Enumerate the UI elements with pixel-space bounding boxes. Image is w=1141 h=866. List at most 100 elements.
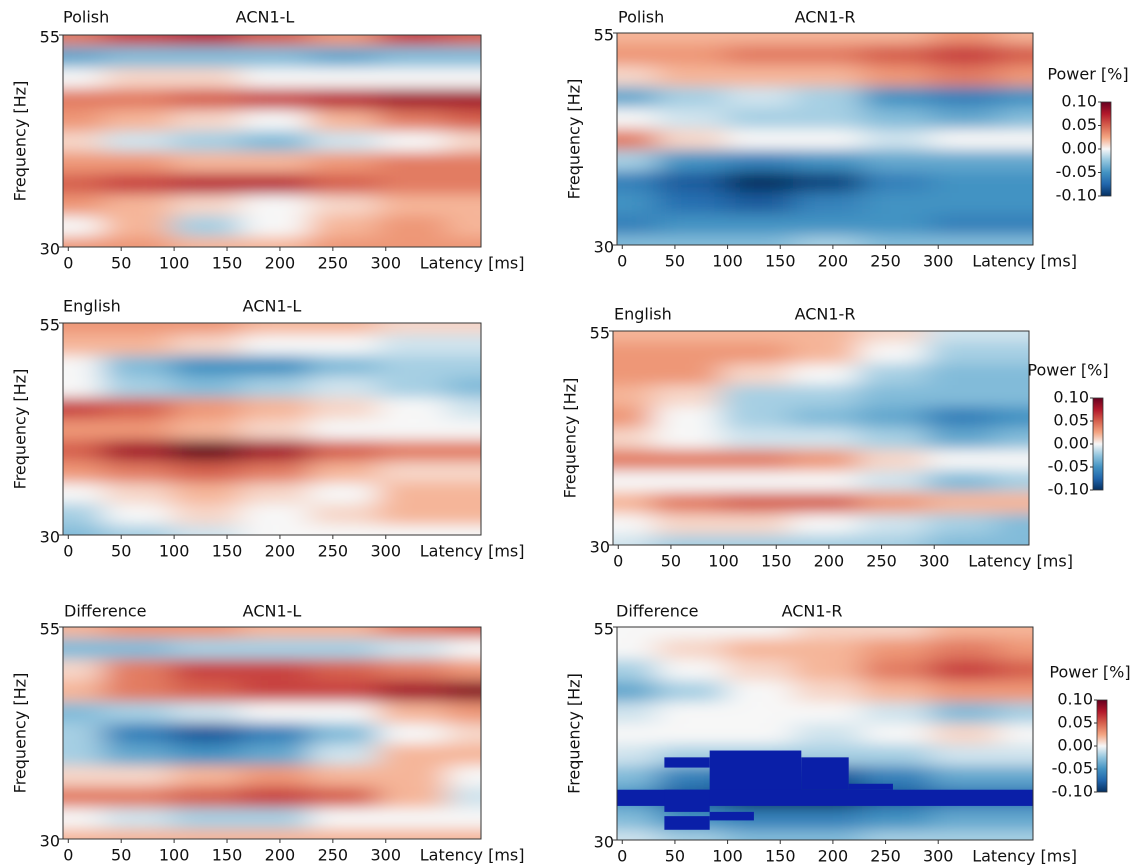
heatmap-cell <box>724 192 794 214</box>
heatmap-cell <box>446 460 481 483</box>
heatmap-cell <box>171 194 241 216</box>
heatmap-cell <box>446 66 481 89</box>
heatmap-field <box>63 627 481 839</box>
heatmap-cell <box>724 33 794 45</box>
heatmap-cell <box>994 363 1029 385</box>
heatmap-cell <box>102 807 172 829</box>
plot-frame <box>616 626 1034 841</box>
heatmap-cell <box>789 491 859 514</box>
heatmap-cell <box>377 828 448 839</box>
heatmap-cell <box>994 491 1029 514</box>
heatmap-cell <box>998 829 1033 840</box>
heatmap-cell <box>998 43 1033 66</box>
colorbar-tick-label: 0.10 <box>1053 388 1089 407</box>
heatmap-cell <box>720 405 790 428</box>
panel-title: ACN1-L <box>243 297 302 316</box>
heatmap-cell <box>994 470 1029 492</box>
heatmap-cell <box>377 66 448 89</box>
heatmap-cell <box>240 503 310 525</box>
heatmap-cell <box>793 43 863 66</box>
heatmap-cell <box>720 491 790 514</box>
heatmap-cell <box>998 637 1033 660</box>
x-tick-label: 250 <box>318 542 349 561</box>
heatmap-cell <box>998 107 1033 129</box>
heatmap-cell <box>309 743 379 766</box>
heatmap-cell <box>446 333 481 356</box>
significance-mask <box>617 789 1033 806</box>
x-tick-label: 250 <box>870 252 901 271</box>
heatmap-cell <box>998 33 1033 45</box>
heatmap-cell <box>793 149 863 172</box>
heatmap-cell <box>309 807 379 829</box>
heatmap-cell <box>102 743 172 766</box>
heatmap-cell <box>446 418 481 441</box>
heatmap-cell <box>240 637 310 660</box>
heatmap-cell <box>63 215 104 237</box>
heatmap-cell <box>789 448 859 471</box>
heatmap-cell <box>720 384 790 407</box>
panel: 0 50 100 150 200 250 300 Latency [ms] 30 55 Freque… <box>565 8 1129 271</box>
heatmap-cell <box>309 194 379 216</box>
x-tick-label: 50 <box>111 542 131 561</box>
heatmap-cell <box>861 86 931 108</box>
heatmap-cell <box>656 722 726 745</box>
heatmap-cell <box>861 680 931 703</box>
heatmap-cell <box>613 534 653 545</box>
heatmap-cell <box>102 397 172 419</box>
heatmap-cell <box>171 807 241 829</box>
x-axis-label: Latency [ms] <box>420 542 525 561</box>
heatmap-cell <box>857 512 927 535</box>
heatmap-cell <box>102 151 172 174</box>
heatmap-cell <box>446 130 481 153</box>
heatmap-cell <box>926 470 996 492</box>
heatmap-cell <box>720 534 790 545</box>
x-tick-label: 0 <box>63 846 73 865</box>
heatmap-cell <box>793 722 863 745</box>
heatmap-cell <box>240 376 310 398</box>
x-tick-label: 300 <box>370 254 401 273</box>
heatmap-cell <box>652 534 722 545</box>
heatmap-cell <box>617 765 657 788</box>
heatmap-cell <box>171 503 241 525</box>
x-tick-label: 300 <box>370 542 401 561</box>
y-tick-label: 55 <box>40 316 60 335</box>
heatmap-cell <box>309 236 379 247</box>
heatmap-cell <box>793 829 863 840</box>
heatmap-cell <box>724 680 794 703</box>
heatmap-cell <box>63 680 104 702</box>
colorbar-tick-label: 0.05 <box>1061 115 1097 134</box>
panel-title: ACN1-R <box>782 602 843 621</box>
heatmap-cell <box>171 66 241 89</box>
heatmap-cell <box>240 828 310 839</box>
heatmap-cell <box>857 331 927 343</box>
heatmap-cell <box>617 829 657 840</box>
heatmap-cell <box>377 680 448 702</box>
heatmap-cell <box>446 45 481 68</box>
x-tick-label: 250 <box>866 552 897 571</box>
x-tick-label: 0 <box>613 552 623 571</box>
heatmap-cell <box>309 828 379 839</box>
colorbar-title: Power [%] <box>1047 65 1128 84</box>
heatmap-cell <box>857 448 927 471</box>
heatmap-cell <box>309 524 379 535</box>
heatmap-cell <box>309 397 379 419</box>
heatmap-cell <box>240 439 310 462</box>
heatmap-cell <box>102 45 172 68</box>
heatmap-cell <box>652 491 722 514</box>
heatmap-cell <box>171 172 241 195</box>
x-tick-label: 50 <box>665 252 685 271</box>
heatmap-cell <box>446 215 481 237</box>
heatmap-cell <box>377 524 448 535</box>
heatmap-cell <box>63 828 104 839</box>
heatmap-cell <box>171 482 241 504</box>
heatmap-cell <box>656 192 726 214</box>
heatmap-cell <box>171 236 241 247</box>
heatmap-cell <box>617 637 657 660</box>
heatmap-cell <box>656 765 726 788</box>
heatmap-cell <box>240 807 310 829</box>
colorbar-tick-label: -0.05 <box>1048 457 1089 476</box>
heatmap-cell <box>617 128 657 151</box>
heatmap-cell <box>613 341 653 364</box>
heatmap-cell <box>720 470 790 492</box>
heatmap-cell <box>63 503 104 525</box>
